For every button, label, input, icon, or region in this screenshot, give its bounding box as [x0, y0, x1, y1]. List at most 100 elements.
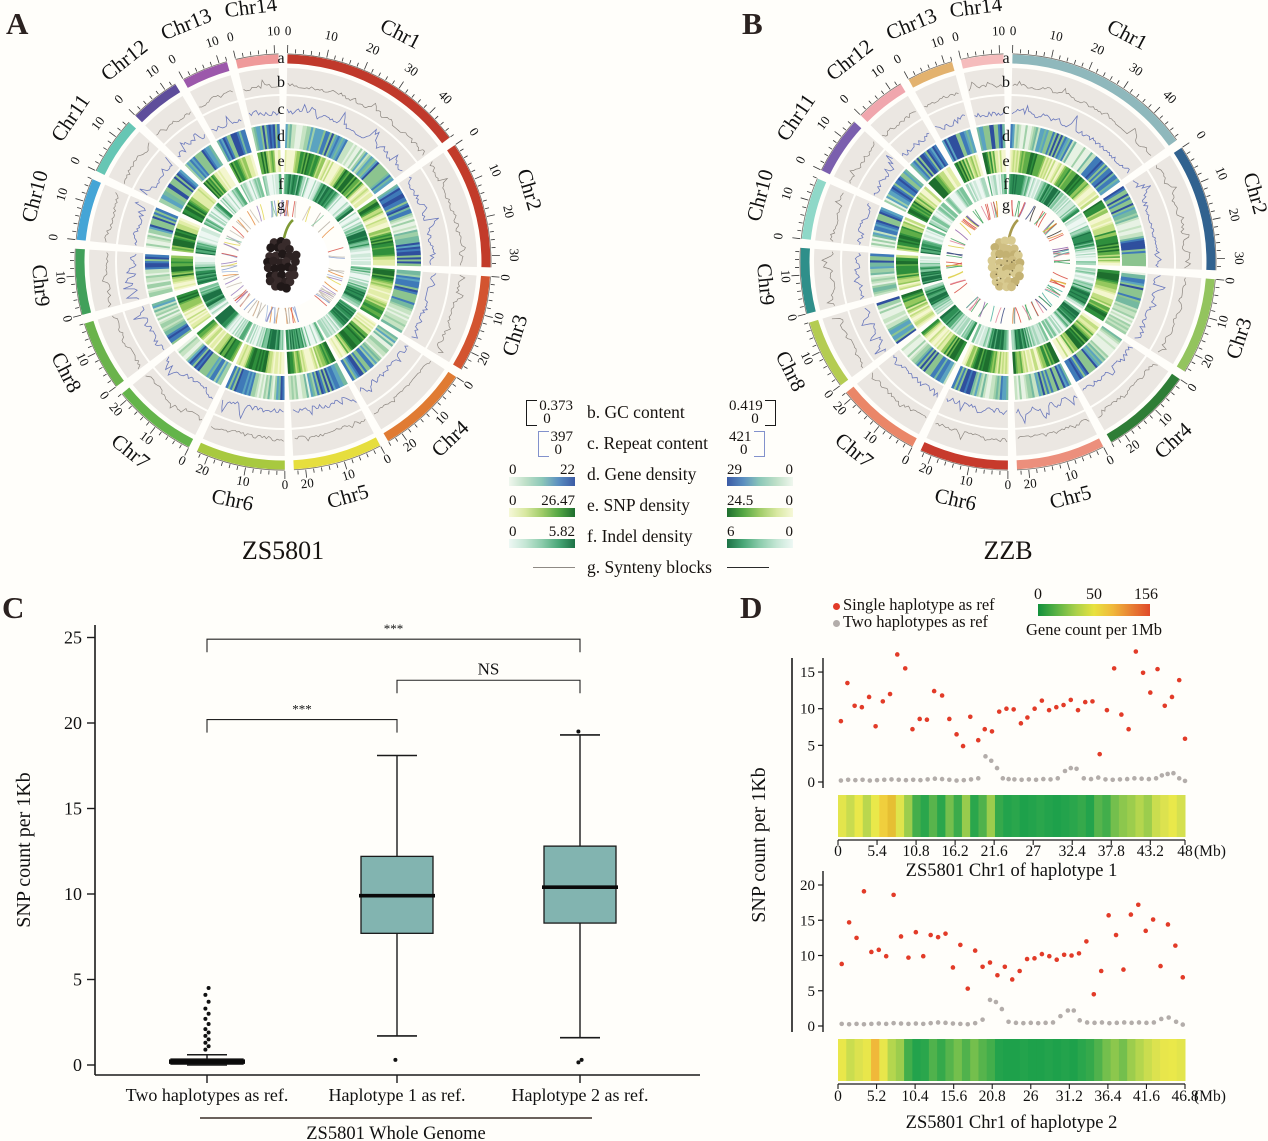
e-density-segment: [366, 221, 389, 232]
d-density-segment: [1058, 363, 1072, 386]
axis-tick: [1174, 133, 1179, 137]
d-density-segment: [191, 157, 209, 178]
gc-content-line: [935, 423, 1008, 443]
d-density-segment: [947, 136, 961, 160]
scale-max: 22: [560, 462, 575, 478]
d-density-segment: [1104, 189, 1127, 205]
mulberry-drupelet: [1007, 255, 1017, 265]
e-density-segment: [1028, 348, 1037, 371]
axis-tick: [160, 82, 166, 90]
e-density-segment: [182, 302, 204, 315]
gc-content-line: [145, 375, 203, 421]
e-density-segment: [182, 211, 203, 224]
scatter-point: [898, 1021, 904, 1026]
d-density-segment: [967, 370, 977, 395]
d-density-segment: [394, 285, 419, 294]
d-density-segment: [906, 339, 926, 358]
e-density-segment: [237, 344, 249, 366]
axis-tick: [310, 50, 313, 55]
d-density-segment: [388, 302, 412, 314]
outlier-dot: [203, 992, 208, 997]
scatter-point: [947, 716, 952, 722]
track-band: [833, 131, 885, 189]
chromosome-arc-chr4: [1106, 373, 1180, 443]
d-density-segment: [1108, 197, 1131, 211]
axis-tick: [165, 436, 169, 441]
track-band: [285, 96, 417, 179]
e-density-segment: [897, 242, 920, 249]
d-density-segment: [876, 219, 900, 229]
track-letter-f: f: [278, 176, 284, 193]
axis-tick: [194, 67, 198, 72]
d-density-segment: [1095, 174, 1117, 192]
e-density-segment: [916, 195, 936, 211]
synteny-line-icon: [727, 567, 769, 568]
gene-density-strip-bin: [994, 1039, 1004, 1081]
d-density-segment: [386, 204, 410, 217]
colorbar-max: 156: [1134, 586, 1158, 603]
e-density-segment: [336, 172, 353, 192]
d-density-segment: [1039, 129, 1050, 154]
e-density-segment: [910, 305, 931, 319]
d-density-segment: [146, 238, 171, 245]
e-density-segment: [333, 334, 349, 355]
axis-tick: [1103, 447, 1108, 456]
e-density-segment: [899, 231, 922, 241]
scatter-point: [989, 729, 995, 734]
e-density-segment: [1094, 230, 1117, 239]
d-density-segment: [877, 297, 901, 308]
axis-tick: [137, 106, 141, 110]
chromosome-arc-chr12: [861, 84, 906, 123]
e-density-segment: [235, 343, 248, 365]
axis-tick: [392, 80, 395, 85]
d-density-segment: [253, 373, 262, 398]
d-density-segment: [154, 303, 178, 315]
e-density-segment: [255, 349, 264, 372]
e-density-segment: [292, 150, 299, 173]
d-density-segment: [886, 193, 910, 208]
d-density-segment: [271, 375, 276, 400]
d-density-segment: [393, 227, 418, 236]
gene-density-strip-bin: [887, 795, 897, 837]
axis-tick: [373, 450, 376, 455]
d-density-segment: [201, 149, 218, 171]
scale-min: 0: [785, 493, 794, 509]
d-density-segment: [870, 265, 895, 269]
e-density-segment: [277, 150, 282, 173]
axis-tick: [87, 345, 92, 349]
gene-density-strip-bin: [1118, 795, 1128, 837]
e-density-segment: [921, 188, 940, 206]
scatter-title: ZS5801 Chr1 of haplotype 1: [906, 861, 1118, 881]
track-letter-f: f: [1003, 176, 1009, 193]
d-density-segment: [1073, 149, 1090, 171]
mulberry-speckle: [1006, 260, 1008, 262]
axis-tick: [1051, 466, 1054, 471]
e-density-segment: [1096, 275, 1119, 283]
d-density-segment: [1079, 154, 1097, 175]
d-density-segment: [345, 146, 362, 169]
mulberry-speckle: [1011, 269, 1014, 272]
legend-label-g: g. Synteny blocks: [587, 557, 712, 577]
track-band: [1014, 411, 1097, 456]
scatter-point: [883, 1021, 889, 1027]
d-density-segment: [276, 124, 281, 149]
gene-count-colorbar: [1038, 604, 1150, 616]
gc-content-line: [294, 419, 366, 442]
d-density-segment: [177, 170, 198, 189]
e-density-segment: [365, 296, 387, 308]
e-density-segment: [983, 349, 991, 372]
d-density-segment: [147, 283, 172, 292]
d-density-segment: [1115, 297, 1140, 308]
gc-content-line: [924, 92, 959, 108]
d-density-segment: [396, 244, 421, 250]
e-density-segment: [300, 349, 308, 372]
d-density-segment: [288, 124, 293, 149]
e-density-segment: [1065, 175, 1082, 195]
scatter-point: [1018, 721, 1024, 726]
e-density-segment: [289, 150, 295, 173]
d-density-segment: [172, 177, 193, 195]
f-density-segment: [234, 186, 248, 206]
significance-label: ***: [384, 621, 404, 636]
e-density-segment: [239, 344, 250, 367]
d-density-segment: [1046, 132, 1058, 156]
